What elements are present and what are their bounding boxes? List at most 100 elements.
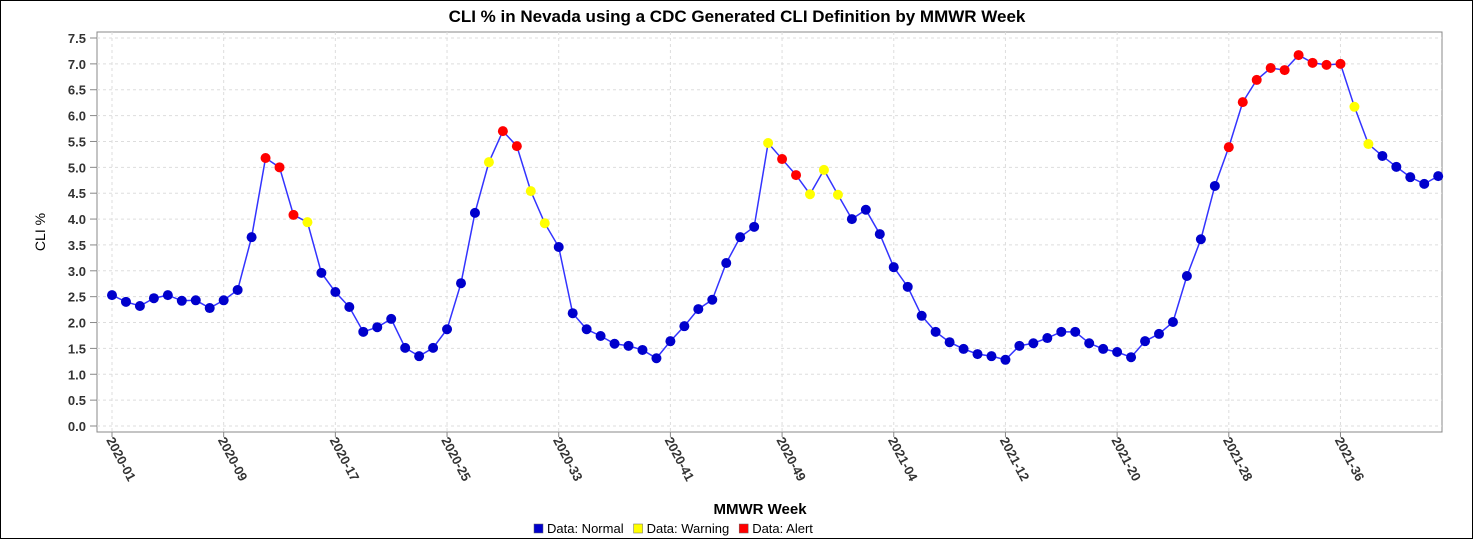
data-point <box>679 321 690 332</box>
data-point <box>483 157 494 168</box>
data-point <box>749 221 760 232</box>
data-point <box>1140 336 1151 347</box>
data-point <box>735 232 746 243</box>
data-point <box>456 278 466 289</box>
data-point <box>846 214 857 225</box>
data-point <box>1154 328 1164 339</box>
data-point <box>1167 317 1178 328</box>
data-point <box>930 326 941 337</box>
data-point <box>1321 59 1332 70</box>
data-point <box>567 308 578 319</box>
data-point <box>763 138 774 149</box>
data-point <box>874 229 885 240</box>
data-point <box>148 293 159 304</box>
data-point <box>1237 97 1248 108</box>
data-point <box>553 242 564 253</box>
data-point <box>428 342 439 353</box>
data-point <box>442 324 453 335</box>
legend-swatch <box>533 523 544 534</box>
data-point <box>1042 333 1053 344</box>
data-point <box>1070 326 1081 337</box>
data-point <box>637 344 648 355</box>
data-point <box>1209 180 1220 191</box>
data-point <box>190 295 201 306</box>
y-tick-label: 5.0 <box>68 160 86 175</box>
data-point <box>1419 178 1430 189</box>
data-point <box>972 349 983 360</box>
data-point <box>777 154 788 165</box>
data-point <box>1000 354 1011 365</box>
data-point <box>1126 352 1137 363</box>
data-point <box>665 336 676 347</box>
data-point <box>1223 142 1234 153</box>
chart-title: CLI % in Nevada using a CDC Generated CL… <box>449 7 1026 26</box>
data-point <box>1349 101 1360 112</box>
data-point <box>693 304 704 315</box>
data-point <box>791 170 802 181</box>
y-tick-label: 7.5 <box>68 31 86 46</box>
y-axis-label: CLI % <box>32 213 48 251</box>
data-point <box>805 189 815 200</box>
data-point <box>1293 50 1304 61</box>
y-tick-label: 4.5 <box>68 186 86 201</box>
data-point <box>386 313 397 324</box>
data-point <box>707 294 718 305</box>
data-point <box>232 284 243 295</box>
data-point <box>609 338 620 349</box>
data-point <box>1181 270 1192 281</box>
y-tick-label: 7.0 <box>68 57 86 72</box>
y-tick-label: 3.5 <box>68 238 86 253</box>
data-point <box>986 351 997 362</box>
data-point <box>1391 161 1402 172</box>
legend-label: Data: Alert <box>752 521 813 536</box>
legend-swatch <box>738 523 749 534</box>
y-tick-label: 5.5 <box>68 134 86 149</box>
data-point <box>1195 234 1206 245</box>
y-tick-label: 3.0 <box>68 264 86 279</box>
data-point <box>902 281 913 292</box>
data-point <box>860 204 871 215</box>
data-point <box>469 207 480 218</box>
data-point <box>539 218 550 229</box>
data-point <box>1028 338 1039 349</box>
data-point <box>651 353 662 364</box>
data-point <box>288 209 299 220</box>
y-tick-label: 0.0 <box>68 419 86 434</box>
data-point <box>330 287 341 298</box>
data-point <box>888 262 899 273</box>
y-tick-label: 1.0 <box>68 367 86 382</box>
data-point <box>1405 172 1416 183</box>
data-point <box>832 189 843 200</box>
y-tick-label: 1.5 <box>68 341 86 356</box>
data-point <box>344 302 355 313</box>
data-point <box>525 186 536 197</box>
data-point <box>162 290 173 301</box>
data-point <box>497 126 508 137</box>
data-point <box>1307 57 1318 68</box>
data-point <box>916 310 927 321</box>
data-point <box>400 342 411 353</box>
legend-swatch <box>633 523 643 534</box>
data-point <box>358 326 369 337</box>
data-point <box>958 343 969 354</box>
y-tick-label: 0.5 <box>68 393 86 408</box>
data-point <box>204 303 215 314</box>
data-point <box>120 296 131 307</box>
legend-label: Data: Normal <box>547 521 624 536</box>
legend-label: Data: Warning <box>647 521 730 536</box>
data-point <box>595 330 606 341</box>
data-point <box>1056 326 1067 337</box>
data-point <box>944 337 955 348</box>
data-point <box>1014 340 1025 351</box>
data-point <box>134 300 145 311</box>
data-point <box>511 141 522 152</box>
data-point <box>372 322 383 333</box>
y-tick-label: 2.0 <box>68 316 86 331</box>
data-point <box>1433 171 1444 182</box>
data-point <box>414 351 425 362</box>
data-point <box>1279 65 1290 76</box>
data-point <box>1098 343 1109 354</box>
y-tick-label: 6.5 <box>68 83 86 98</box>
y-tick-label: 2.5 <box>68 290 86 305</box>
